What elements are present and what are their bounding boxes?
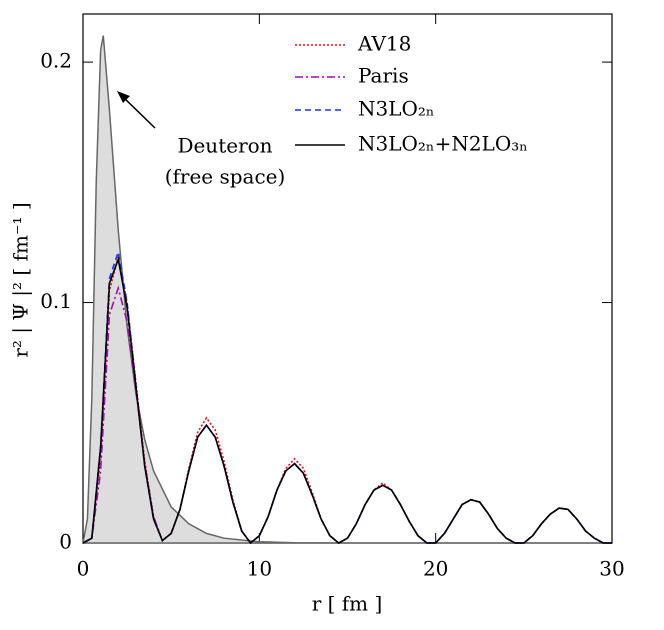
x-tick-label: 20 <box>423 557 448 581</box>
y-tick-label: 0.2 <box>40 49 72 73</box>
x-tick-label: 0 <box>77 557 90 581</box>
legend-label: AV18 <box>357 32 411 56</box>
annotation: Deuteron <box>177 134 272 158</box>
x-axis-label: r [ fm ] <box>312 592 383 616</box>
deuteron-area <box>82 35 612 544</box>
legend-label: N3LO₂ₙ+N2LO₃ₙ <box>358 132 528 156</box>
y-axis-label: r² | Ψ |² [ fm⁻¹ ] <box>9 202 34 357</box>
x-tick-label: 30 <box>599 557 624 581</box>
arrow-head <box>117 91 130 103</box>
y-tick-label: 0 <box>59 530 72 554</box>
legend-label: N3LO₂ₙ <box>358 97 435 121</box>
plot-frame <box>82 13 613 544</box>
legend-label: Paris <box>358 64 409 88</box>
x-tick-label: 10 <box>247 557 272 581</box>
series-line <box>82 256 612 545</box>
annotation: (free space) <box>165 165 286 189</box>
y-tick-label: 0.1 <box>40 289 72 313</box>
